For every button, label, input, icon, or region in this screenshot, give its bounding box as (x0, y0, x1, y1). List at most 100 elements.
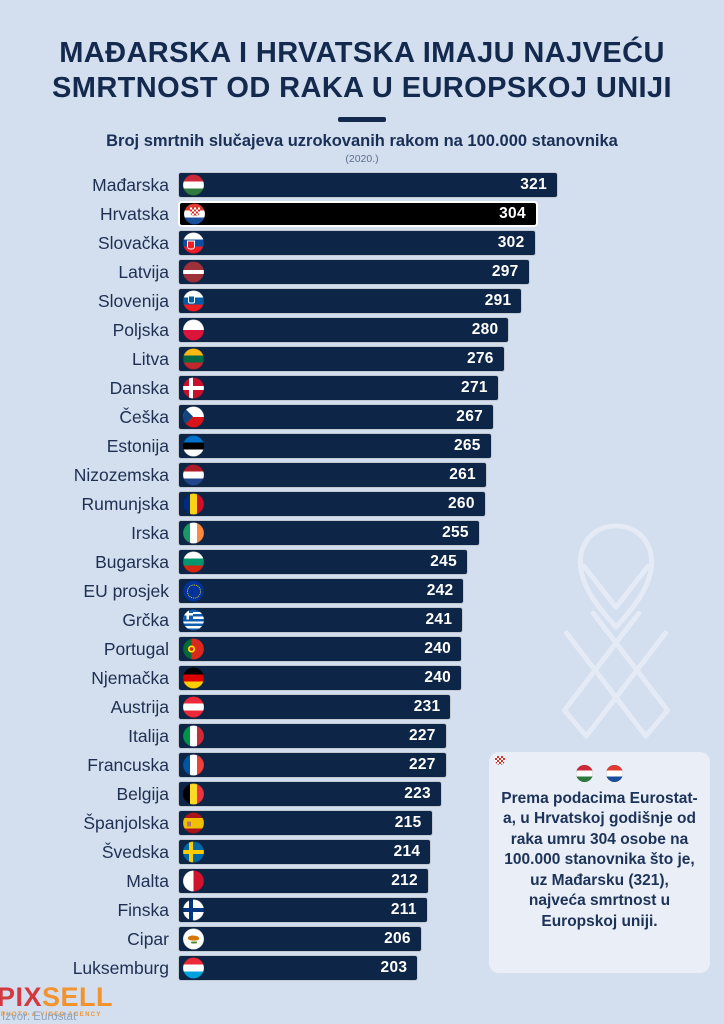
title-divider (338, 116, 386, 122)
logo-part-sell: SELL (42, 982, 114, 1012)
country-label: Hrvatska (99, 203, 169, 224)
country-label: Cipar (127, 928, 169, 949)
chart-row: Češka 267 (8, 404, 574, 430)
bar-track: 241 (178, 607, 558, 633)
chart-row: Litva 276 (8, 346, 574, 372)
bar-track: 227 (178, 752, 558, 778)
bar-track: 280 (178, 317, 558, 343)
country-label: Belgija (116, 783, 169, 804)
hu-flag-icon (576, 765, 593, 782)
country-label: Nizozemska (73, 464, 169, 485)
chart-row: Malta 212 (8, 868, 574, 894)
country-label: Irska (131, 522, 169, 543)
fr-flag-icon (183, 754, 204, 776)
chart-row: Estonija 265 (8, 433, 574, 459)
bar-value: 223 (404, 785, 431, 802)
value-bar: 231 (178, 694, 452, 720)
country-label: Latvija (118, 261, 169, 282)
country-label: Austrija (110, 696, 169, 717)
value-bar: 271 (178, 375, 499, 401)
value-bar: 260 (178, 491, 486, 517)
country-label: Malta (126, 870, 169, 891)
chart-row: Danska 271 (8, 375, 574, 401)
country-label: Švedska (101, 841, 169, 862)
value-bar: 241 (178, 607, 464, 633)
bar-value: 321 (520, 176, 547, 193)
ie-flag-icon (183, 522, 204, 544)
value-bar: 280 (178, 317, 510, 343)
pt-flag-icon (183, 638, 204, 660)
value-bar: 276 (178, 346, 505, 372)
sk-flag-icon (183, 232, 204, 254)
value-bar: 242 (178, 578, 465, 604)
value-bar: 267 (178, 404, 495, 430)
country-label: Njemačka (91, 667, 169, 688)
value-bar: 212 (178, 868, 429, 894)
bar-track: 260 (178, 491, 558, 517)
chart-row: Bugarska 245 (8, 549, 574, 575)
bar-value: 203 (380, 959, 408, 976)
bar-value: 302 (497, 234, 525, 251)
bar-value: 215 (394, 814, 422, 831)
bar-track: 240 (178, 665, 558, 691)
bar-track: 265 (178, 433, 558, 459)
note-text: Prema podacima Eurostat-a, u Hrvatskoj g… (501, 790, 698, 930)
chart-row: EU prosjek 242 (8, 578, 574, 604)
country-label: EU prosjek (83, 580, 169, 601)
chart-row: Irska 255 (8, 520, 574, 546)
country-label: Slovenija (97, 290, 169, 311)
bar-track: 242 (178, 578, 558, 604)
bar-value: 231 (413, 698, 441, 715)
es-flag-icon (183, 812, 204, 834)
value-bar: 227 (178, 723, 447, 749)
country-label: Litva (132, 348, 169, 369)
bar-value: 291 (484, 292, 512, 309)
bar-value: 241 (425, 611, 453, 628)
bar-track: 297 (178, 259, 558, 285)
bar-chart: Mađarska 321 Hrvatska 304 Slovačka 302 Latvija… (8, 172, 574, 984)
country-label: Danska (109, 377, 169, 398)
bar-track: 211 (178, 897, 558, 923)
bar-value: 212 (391, 872, 418, 889)
bar-track: 304 (178, 201, 558, 227)
pl-flag-icon (183, 319, 204, 341)
bg-flag-icon (183, 551, 204, 573)
note-flags (501, 765, 698, 782)
mt-flag-icon (183, 870, 204, 892)
hu-flag-icon (183, 174, 204, 196)
chart-row: Španjolska 215 (8, 810, 574, 836)
chart-row: Luksemburg 203 (8, 955, 574, 981)
bar-value: 261 (449, 466, 476, 483)
bar-value: 245 (430, 553, 458, 570)
bar-value: 267 (456, 408, 484, 425)
country-label: Rumunjska (81, 493, 169, 514)
bar-track: 261 (178, 462, 558, 488)
bar-value: 227 (408, 756, 436, 773)
value-bar: 211 (178, 897, 428, 923)
country-label: Italija (128, 725, 169, 746)
chart-row: Belgija 223 (8, 781, 574, 807)
country-label: Slovačka (97, 232, 169, 253)
value-bar: 297 (178, 259, 530, 285)
nl-flag-icon (183, 464, 204, 486)
bar-value: 214 (393, 843, 421, 860)
page-title: MAĐARSKA I HRVATSKA IMAJU NAJVEĆU SMRTNO… (52, 37, 672, 104)
value-bar: 265 (178, 433, 492, 459)
value-bar: 223 (178, 781, 442, 807)
value-bar: 255 (178, 520, 480, 546)
chart-row: Hrvatska 304 (8, 201, 574, 227)
value-bar: 203 (178, 955, 419, 981)
bar-value: 240 (424, 640, 452, 657)
logo-tagline: PHOTO & VIDEO AGENCY (1, 1012, 102, 1018)
chart-subtitle: Broj smrtnih slučajeva uzrokovanih rakom… (106, 131, 618, 150)
value-bar: 227 (178, 752, 447, 778)
bar-track: 223 (178, 781, 558, 807)
bar-track: 255 (178, 520, 558, 546)
header: MAĐARSKA I HRVATSKA IMAJU NAJVEĆU SMRTNO… (0, 0, 724, 165)
logo-part-pix: PIX (0, 982, 43, 1012)
bar-value: 276 (466, 350, 494, 367)
awareness-ribbon-icon (561, 523, 671, 739)
fi-flag-icon (183, 899, 204, 921)
at-flag-icon (183, 696, 204, 718)
